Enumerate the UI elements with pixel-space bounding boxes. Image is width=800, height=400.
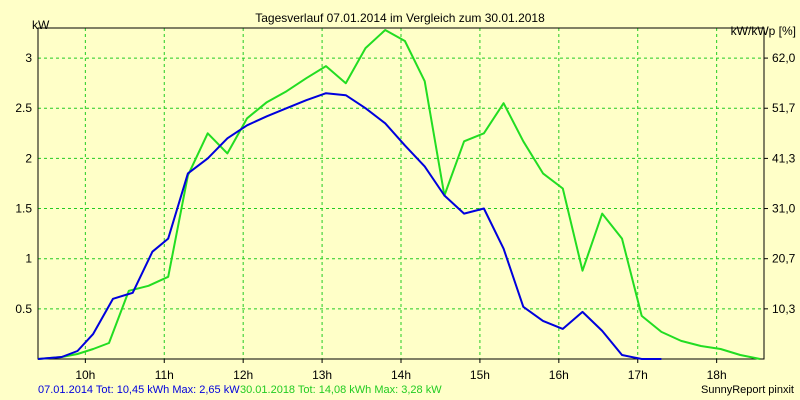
y-tick-label-right: 10,3 (772, 302, 796, 316)
x-tick-label: 14h (391, 368, 411, 382)
tick-labels: 10h 11h 12h 13h 14h 15h 16h 17h 18h0.511.522.531… (15, 51, 795, 382)
x-tick-label: 10h (75, 368, 95, 382)
x-tick-label: 12h (233, 368, 253, 382)
y-tick-label-right: 20,7 (772, 252, 796, 266)
x-tick-label: 18h (707, 368, 727, 382)
plot-frame (37, 27, 765, 360)
y-tick-label-left: 1.5 (15, 202, 32, 216)
y-tick-label-left: 2 (25, 151, 32, 165)
y-tick-label-left: 3 (25, 51, 32, 65)
legend-series1-summary: 07.01.2014 Tot: 10,45 kWh Max: 2,65 kW (38, 384, 240, 396)
credit-text: SunnyReport pinxit (701, 384, 794, 396)
x-tick-label: 17h (628, 368, 648, 382)
y-tick-label-left: 0.5 (15, 302, 32, 316)
x-tick-label: 11h (155, 368, 174, 382)
y-axis-left-label: kW (32, 18, 50, 32)
series-line-2018 (37, 29, 761, 360)
y-tick-label-right: 62,0 (772, 51, 796, 65)
legend-series2-summary: 30.01.2018 Tot: 14,08 kWh Max: 3,28 kW (240, 384, 442, 396)
x-tick-label: 16h (549, 368, 569, 382)
y-tick-label-right: 31,0 (772, 202, 796, 216)
series-layer (37, 29, 761, 360)
y-tick-label-left: 2.5 (15, 101, 32, 115)
chart-title: Tagesverlauf 07.01.2014 im Vergleich zum… (255, 11, 545, 25)
grid (38, 28, 768, 363)
series-line-2014 (37, 92, 662, 360)
x-tick-label: 13h (312, 368, 332, 382)
y-axis-right-label: kW/kWp [%] (731, 24, 796, 38)
y-tick-label-right: 41,3 (772, 151, 796, 165)
x-tick-label: 15h (470, 368, 490, 382)
y-tick-label-left: 1 (25, 252, 32, 266)
y-tick-label-right: 51,7 (772, 101, 796, 115)
